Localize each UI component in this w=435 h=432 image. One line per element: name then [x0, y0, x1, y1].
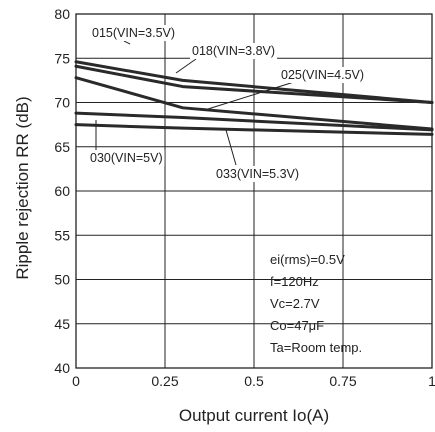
grid [76, 14, 432, 368]
series-line-4 [74, 111, 434, 132]
plot-frame [75, 13, 433, 369]
series-annotation-1: 015(VIN=3.5V) [92, 26, 175, 40]
annotation-leader [207, 81, 295, 110]
annotation-leader [123, 40, 131, 45]
series-line-2 [74, 64, 434, 104]
plot-border [75, 13, 433, 369]
y-axis-title: Ripple rejection RR (dB) [13, 96, 32, 279]
x-tick-label: 0.25 [151, 373, 178, 389]
annotation-label-background [214, 166, 302, 182]
x-tick-label: 1 [428, 373, 435, 389]
y-tick-label: 80 [54, 6, 70, 22]
series-annotations: 015(VIN=3.5V) 018(VIN=3.8V) 025(VIN=4.5V) 0… [88, 25, 367, 182]
tick-labels: 0 0.25 0.5 0.75 1 40 45 50 55 60 65 70 75 80 [54, 6, 435, 389]
x-tick-label: 0.5 [244, 373, 264, 389]
y-tick-label: 50 [54, 272, 70, 288]
annotation-label-background [90, 25, 178, 41]
series-line-5 [74, 123, 434, 136]
y-tick-label: 55 [54, 227, 70, 243]
x-tick-label: 0 [72, 373, 80, 389]
series-line-1 [74, 60, 434, 104]
series-annotation-5: 033(VIN=5.3V) [216, 167, 299, 181]
condition-line: Co=47μF [270, 318, 324, 333]
annotation-leader [225, 129, 237, 166]
annotation-leader [175, 58, 197, 74]
x-tick-label: 0.75 [329, 373, 356, 389]
y-tick-label: 65 [54, 139, 70, 155]
y-tick-label: 75 [54, 50, 70, 66]
test-conditions: ei(rms)=0.5V f=120Hz Vc=2.7V Co=47μF Ta=Room… [270, 252, 362, 355]
condition-line: Vc=2.7V [270, 296, 320, 311]
condition-line: ei(rms)=0.5V [270, 252, 345, 267]
condition-line: Ta=Room temp. [270, 340, 362, 355]
y-tick-label: 40 [54, 360, 70, 376]
series-annotation-3: 025(VIN=4.5V) [281, 68, 364, 82]
y-tick-label: 70 [54, 95, 70, 111]
annotation-label-background [190, 43, 278, 59]
y-tick-label: 45 [54, 316, 70, 332]
series-lines [74, 60, 434, 136]
y-tick-label: 60 [54, 183, 70, 199]
condition-line: f=120Hz [270, 274, 319, 289]
series-annotation-4: 030(VIN=5V) [90, 151, 163, 165]
annotation-label-background [88, 150, 165, 166]
series-line-3 [74, 76, 434, 131]
x-axis-title: Output current Io(A) [179, 406, 329, 425]
series-annotation-2: 018(VIN=3.8V) [192, 44, 275, 58]
annotation-label-background [279, 67, 367, 83]
